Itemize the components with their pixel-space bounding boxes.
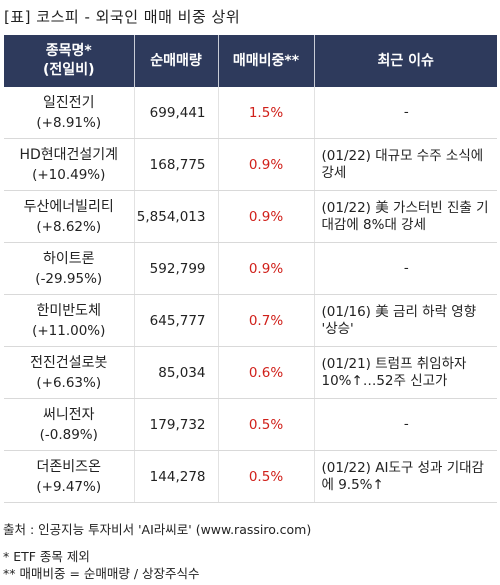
stock-name-cell: 전진건설로봇 (+6.63%) [4, 346, 135, 399]
stock-change: (+10.49%) [32, 166, 106, 183]
stock-name: 일진전기 [42, 94, 95, 111]
stock-change: (+8.62%) [36, 218, 102, 235]
net-volume: 168,775 [134, 138, 219, 191]
stock-change: (+9.47%) [36, 478, 102, 495]
stock-change: (-29.95%) [35, 270, 103, 287]
recent-issue: (01/21) 트럼프 취임하자 10%↑…52주 신고가 [314, 346, 497, 399]
table-row: 두산에너빌리티 (+8.62%) 5,854,013 0.9% (01/22) 美 가스… [4, 190, 497, 243]
header-name: 종목명* (전일비) [4, 35, 135, 87]
stock-change: (-0.89%) [39, 426, 98, 443]
footnote-etf: * ETF 종목 제외 [3, 549, 90, 564]
header-volume: 순매매량 [134, 35, 219, 87]
net-volume: 5,854,013 [134, 190, 219, 243]
stock-name-cell: 써니전자 (-0.89%) [4, 398, 135, 451]
table-row: 전진건설로봇 (+6.63%) 85,034 0.6% (01/21) 트럼프 취임하자… [4, 346, 497, 399]
header-issue: 최근 이슈 [314, 35, 497, 87]
trade-ratio: 0.5% [218, 398, 315, 451]
footnote-ratio-def: ** 매매비중 = 순매매량 / 상장주식수 [3, 566, 200, 581]
net-volume: 179,732 [134, 398, 219, 451]
stock-name-cell: 두산에너빌리티 (+8.62%) [4, 190, 135, 243]
trade-ratio: 0.6% [218, 346, 315, 399]
stock-change: (+8.91%) [36, 114, 102, 131]
recent-issue: - [314, 87, 497, 139]
table-row: 한미반도체 (+11.00%) 645,777 0.7% (01/16) 美 금리 하락… [4, 294, 497, 347]
stock-name-cell: 일진전기 (+8.91%) [4, 87, 135, 139]
trade-ratio: 0.5% [218, 450, 315, 503]
table-row: HD현대건설기계 (+10.49%) 168,775 0.9% (01/22) 대규모 … [4, 138, 497, 191]
recent-issue: - [314, 398, 497, 451]
stock-name-cell: 하이트론 (-29.95%) [4, 242, 135, 295]
source-note: 출처 : 인공지능 투자비서 'AI라씨로' (www.rassiro.com) [3, 522, 312, 537]
table-row: 일진전기 (+8.91%) 699,441 1.5% - [4, 87, 497, 139]
trade-ratio: 0.9% [218, 190, 315, 243]
header-ratio: 매매비중** [218, 35, 315, 87]
header-row: 종목명* (전일비) 순매매량 매매비중** 최근 이슈 [4, 35, 497, 87]
stock-name-cell: 한미반도체 (+11.00%) [4, 294, 135, 347]
net-volume: 85,034 [134, 346, 219, 399]
table-row: 더존비즈온 (+9.47%) 144,278 0.5% (01/22) AI도구 성과 … [4, 450, 497, 503]
net-volume: 592,799 [134, 242, 219, 295]
net-volume: 699,441 [134, 87, 219, 139]
stock-change: (+11.00%) [32, 322, 106, 339]
trade-ratio: 0.9% [218, 242, 315, 295]
table-row: 써니전자 (-0.89%) 179,732 0.5% - [4, 398, 497, 451]
recent-issue: - [314, 242, 497, 295]
recent-issue: (01/22) 美 가스터빈 진출 기대감에 8%대 강세 [314, 190, 497, 243]
stock-name: 써니전자 [42, 406, 95, 423]
stock-name: 더존비즈온 [36, 458, 101, 475]
recent-issue: (01/16) 美 금리 하락 영향 '상승' [314, 294, 497, 347]
table-row: 하이트론 (-29.95%) 592,799 0.9% - [4, 242, 497, 295]
trade-ratio: 1.5% [218, 87, 315, 139]
stock-name: HD현대건설기계 [19, 146, 119, 163]
stock-name: 두산에너빌리티 [23, 198, 114, 215]
net-volume: 144,278 [134, 450, 219, 503]
trade-ratio: 0.7% [218, 294, 315, 347]
stock-name: 전진건설로봇 [30, 354, 108, 371]
recent-issue: (01/22) AI도구 성과 기대감에 9.5%↑ [314, 450, 497, 503]
net-volume: 645,777 [134, 294, 219, 347]
stock-name-cell: 더존비즈온 (+9.47%) [4, 450, 135, 503]
foreign-trading-table: 종목명* (전일비) 순매매량 매매비중** 최근 이슈 일진전기 (+8.91%… [4, 35, 497, 503]
header-name-line1: 종목명* [45, 43, 92, 59]
recent-issue: (01/22) 대규모 수주 소식에 강세 [314, 138, 497, 191]
stock-name: 한미반도체 [36, 302, 101, 319]
trade-ratio: 0.9% [218, 138, 315, 191]
header-name-line2: (전일비) [43, 62, 95, 78]
stock-change: (+6.63%) [36, 374, 102, 391]
stock-name-cell: HD현대건설기계 (+10.49%) [4, 138, 135, 191]
stock-name: 하이트론 [42, 250, 95, 267]
table-title: [표] 코스피 - 외국인 매매 비중 상위 [4, 8, 241, 26]
